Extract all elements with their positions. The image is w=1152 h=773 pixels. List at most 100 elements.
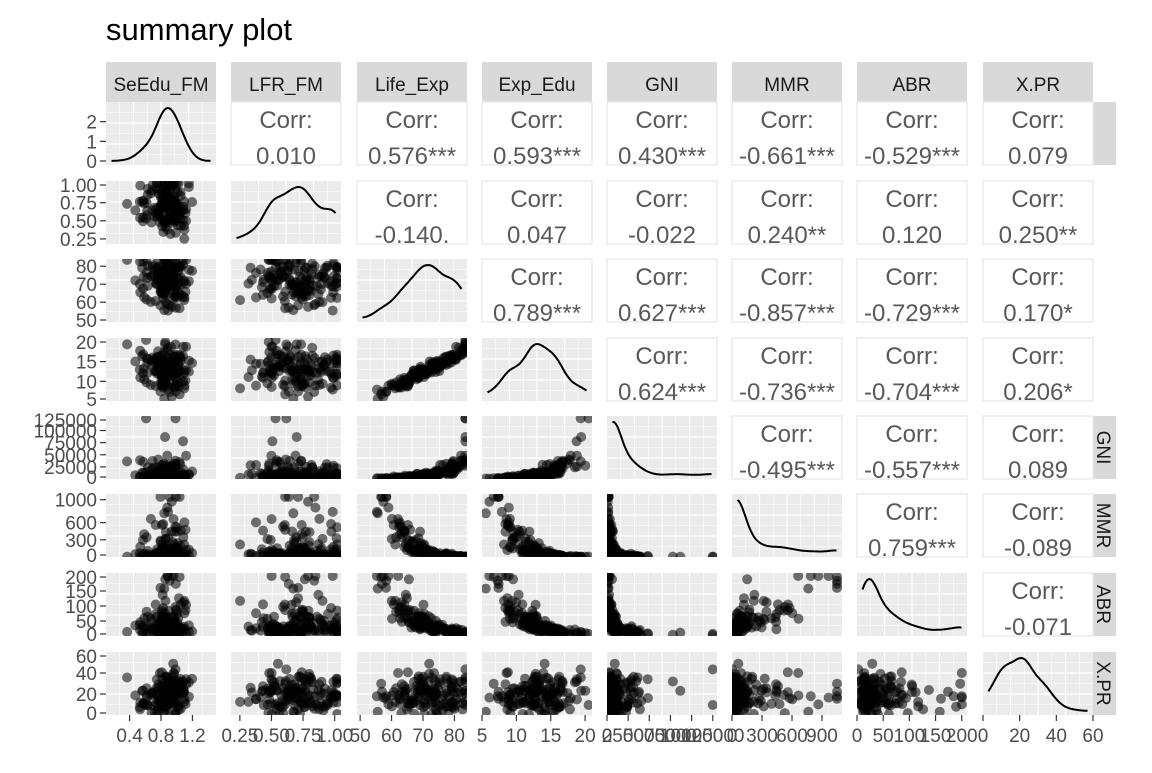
data-point: [803, 707, 813, 717]
corr-panel-LFR_FM-X.PR: Corr:0.250**: [983, 181, 1093, 249]
data-point: [832, 583, 842, 593]
data-point: [460, 664, 470, 674]
density-panel-ABR: [857, 573, 967, 636]
data-point: [148, 180, 158, 190]
data-point: [759, 596, 769, 606]
corr-panel-MMR-X.PR: Corr:-0.089: [983, 494, 1093, 562]
corr-panel-Exp_Edu-ABR: Corr:-0.704***: [857, 338, 967, 406]
data-point: [489, 572, 499, 582]
column-strip-label: X.PR: [1016, 75, 1060, 96]
data-point: [742, 574, 752, 584]
data-point: [387, 534, 397, 544]
corr-value: 0.430***: [618, 143, 706, 170]
corr-label: Corr:: [885, 264, 938, 291]
density-panel-X.PR: [983, 652, 1093, 715]
data-point: [536, 625, 546, 635]
corr-label: Corr:: [1011, 421, 1064, 448]
scatter-panel-X.PR-Life_Exp: [357, 652, 470, 719]
data-point: [540, 709, 550, 719]
scatter-panel-ABR-SeEdu_FM: [106, 571, 216, 640]
column-strip-0: SeEdu_FM: [106, 62, 216, 102]
data-point: [518, 709, 528, 719]
scatter-panel-Life_Exp-LFR_FM: [231, 255, 342, 322]
corr-panel-LFR_FM-GNI: Corr:-0.022: [607, 181, 717, 249]
data-point: [520, 687, 530, 697]
data-point: [458, 704, 468, 714]
data-point: [558, 551, 568, 561]
y-tick-label: 2: [86, 113, 97, 134]
data-point: [184, 178, 194, 188]
data-point: [305, 527, 315, 537]
data-point: [296, 456, 306, 466]
data-point: [447, 678, 457, 688]
data-point: [378, 693, 388, 703]
scatter-panel-LFR_FM-SeEdu_FM: [106, 178, 216, 244]
x-axis-1: 0.250.500.751.00: [221, 715, 353, 747]
corr-panel-GNI-X.PR: Corr:0.089: [983, 416, 1093, 484]
corr-value: 0.010: [256, 143, 316, 170]
corr-panel-SeEdu_FM-X.PR: Corr:0.079: [983, 102, 1093, 170]
data-point: [430, 696, 440, 706]
corr-value: -0.729***: [864, 300, 960, 327]
y-tick-label: 1: [86, 132, 97, 153]
corr-value: -0.736***: [739, 379, 835, 406]
data-point: [314, 380, 324, 390]
data-point: [258, 526, 268, 536]
row-strip-label: Exp_Edu: [1092, 331, 1113, 408]
data-point: [376, 679, 386, 689]
scatter-panel-Exp_Edu-Life_Exp: [357, 335, 470, 404]
scatter-panel-X.PR-MMR: [727, 652, 842, 719]
data-point: [935, 707, 945, 717]
data-point: [295, 360, 305, 370]
column-strip-5: MMR: [732, 62, 842, 102]
data-point: [611, 687, 621, 697]
data-point: [892, 694, 902, 704]
data-point: [298, 605, 308, 615]
corr-panel-SeEdu_FM-Exp_Edu: Corr:0.593***: [482, 102, 592, 170]
data-point: [393, 668, 403, 678]
data-point: [138, 284, 148, 294]
data-point: [293, 300, 303, 310]
data-point: [832, 679, 842, 689]
density-panel-Exp_Edu: [482, 338, 592, 401]
data-point: [303, 392, 313, 402]
data-point: [235, 295, 245, 305]
data-point: [156, 583, 166, 593]
data-point: [122, 627, 132, 637]
corr-label: Corr:: [760, 186, 813, 213]
data-point: [314, 357, 324, 367]
scatter-panel-Life_Exp-SeEdu_FM: [106, 255, 216, 322]
data-point: [395, 381, 405, 391]
data-point: [137, 686, 147, 696]
data-point: [447, 625, 457, 635]
data-point: [159, 178, 169, 188]
data-point: [157, 617, 167, 627]
scatter-panel-GNI-SeEdu_FM: [106, 413, 216, 483]
corr-label: Corr:: [1011, 107, 1064, 134]
data-point: [175, 492, 185, 502]
corr-label: Corr:: [885, 499, 938, 526]
data-point: [504, 608, 514, 618]
data-point: [135, 257, 145, 267]
corr-panel-SeEdu_FM-MMR: Corr:-0.661***: [732, 102, 842, 170]
data-point: [540, 659, 550, 669]
data-point: [558, 463, 568, 473]
data-point: [141, 413, 151, 423]
data-point: [251, 381, 261, 391]
data-point: [148, 260, 158, 270]
corr-value: 0.250**: [999, 222, 1078, 249]
corr-value: 0.627***: [618, 300, 706, 327]
scatter-panel-GNI-LFR_FM: [231, 413, 342, 483]
data-point: [318, 705, 328, 715]
data-point: [621, 551, 631, 561]
data-point: [171, 198, 181, 208]
data-point: [756, 696, 766, 706]
data-point: [504, 473, 514, 483]
row-strip-3: Exp_Edu: [1092, 331, 1116, 408]
data-point: [404, 574, 414, 584]
data-point: [175, 679, 185, 689]
data-point: [257, 617, 267, 627]
data-point: [502, 668, 512, 678]
data-point: [668, 677, 678, 687]
scatter-panel-X.PR-LFR_FM: [231, 652, 342, 719]
